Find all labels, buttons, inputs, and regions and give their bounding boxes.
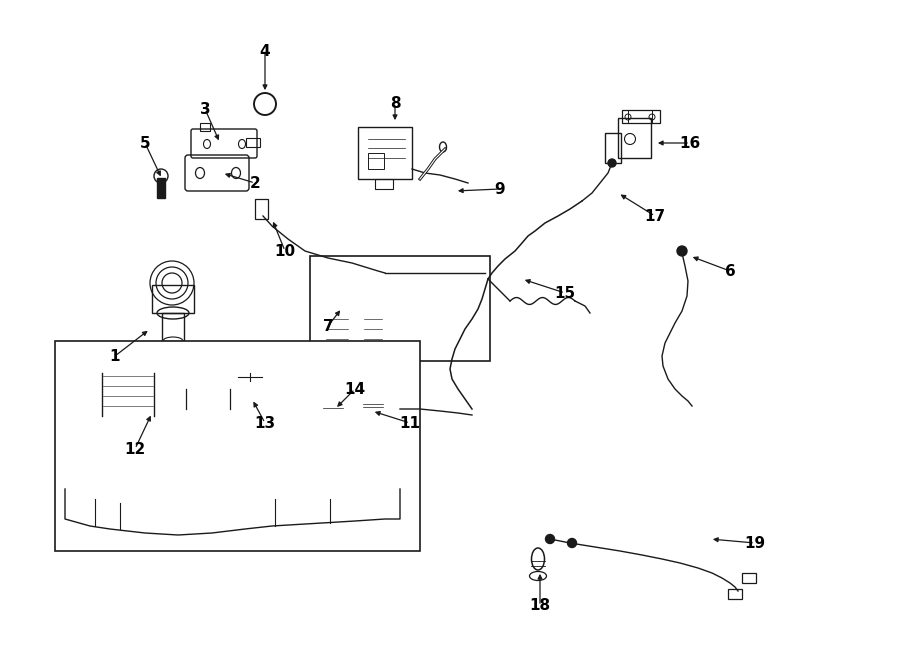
Bar [622,110,660,123]
Text: 4: 4 [260,44,270,59]
Text: 7: 7 [323,319,333,334]
Text: 1: 1 [110,348,121,364]
Circle shape [677,246,687,256]
Bar [728,589,742,599]
Bar [375,179,393,189]
Bar [362,397,384,413]
Bar [335,348,340,358]
Bar [255,199,268,219]
Text: 11: 11 [400,416,420,430]
Bar [322,403,344,413]
Text: 9: 9 [495,182,505,196]
Text: 17: 17 [644,208,666,223]
Bar [55,341,420,551]
Bar [363,307,383,349]
Bar [605,133,621,163]
Text: 13: 13 [255,416,275,430]
Circle shape [545,535,554,543]
Bar [200,123,210,131]
Bar [157,178,165,198]
Text: 6: 6 [724,264,735,278]
Text: 19: 19 [744,535,766,551]
Text: 10: 10 [274,243,295,258]
Bar [618,118,651,158]
Text: 2: 2 [249,176,260,190]
Bar [162,313,184,341]
Text: 3: 3 [200,102,211,116]
Text: 8: 8 [390,95,400,110]
Bar [358,127,412,179]
Bar [325,307,349,349]
Text: 18: 18 [529,598,551,613]
Circle shape [568,539,577,547]
Bar [368,153,384,169]
Bar [310,256,490,361]
Bar [242,381,258,399]
Text: 5: 5 [140,136,150,151]
Bar [362,348,367,358]
Text: 12: 12 [124,442,146,457]
Circle shape [608,159,616,167]
Bar [246,138,260,147]
Text: 15: 15 [554,286,576,301]
Bar [152,285,194,313]
Text: 14: 14 [345,381,365,397]
Bar [352,307,361,349]
Text: 16: 16 [680,136,700,151]
Bar [742,573,756,583]
